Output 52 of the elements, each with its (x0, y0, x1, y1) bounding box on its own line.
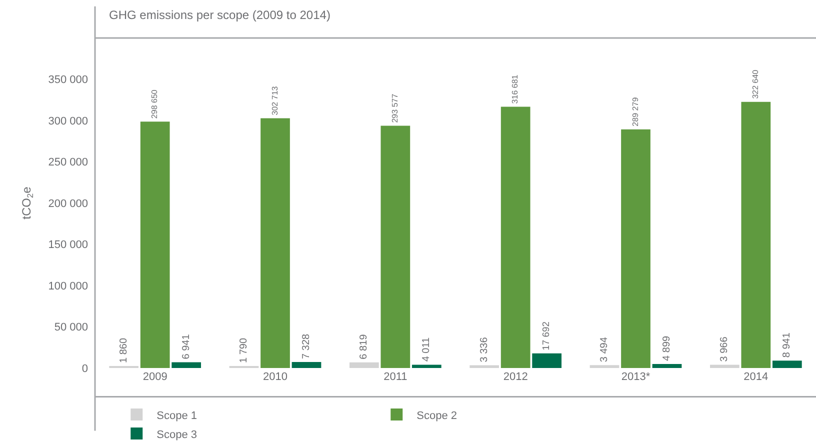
bar (140, 122, 170, 368)
bar (621, 129, 650, 368)
data-label: 4 899 (661, 335, 672, 361)
data-label: 3 966 (719, 336, 730, 362)
bar (710, 364, 740, 368)
data-label: 1 790 (238, 338, 250, 363)
data-label: 289 279 (630, 96, 640, 126)
bar (380, 126, 410, 368)
data-label: 7 328 (300, 333, 312, 359)
data-label: 293 577 (390, 93, 400, 123)
x-tick-label: 2011 (384, 371, 408, 383)
data-label: 17 692 (541, 321, 552, 350)
x-tick-label: 2012 (503, 371, 528, 383)
data-label: 6 819 (358, 334, 370, 360)
y-tick-label: 350 000 (48, 74, 88, 86)
data-label: 3 494 (599, 336, 610, 362)
bar (741, 102, 771, 368)
y-tick-label: 0 (82, 362, 88, 375)
y-tick-label: 200 000 (48, 198, 88, 210)
bar (652, 364, 682, 368)
data-label: 322 640 (750, 69, 760, 99)
y-tick-label: 300 000 (48, 115, 88, 128)
x-tick-label: 2010 (263, 371, 288, 383)
y-tick-label: 150 000 (48, 239, 88, 252)
bar (470, 365, 500, 368)
bar (532, 353, 562, 368)
bar (412, 364, 442, 368)
y-tick-label: 250 000 (48, 156, 88, 169)
x-tick-label: 2009 (142, 371, 168, 383)
data-label: 8 941 (782, 332, 793, 358)
bar (349, 362, 379, 368)
data-label: 316 681 (510, 74, 520, 104)
y-tick-label: 100 000 (48, 280, 88, 292)
x-tick-label: 2014 (744, 371, 768, 383)
legend-label: Scope 3 (156, 428, 198, 441)
data-label: 6 941 (180, 334, 192, 360)
bar (500, 106, 530, 368)
legend-label: Scope 2 (416, 410, 458, 422)
data-label: 1 860 (118, 338, 130, 363)
bar (260, 118, 290, 368)
y-tick-label: 50 000 (54, 322, 88, 334)
bar (590, 365, 620, 368)
legend-label: Scope 1 (156, 410, 198, 422)
bar (292, 362, 322, 368)
bar (172, 362, 202, 368)
data-label: 302 713 (270, 86, 280, 116)
bar (772, 360, 802, 368)
data-label: 3 336 (478, 336, 490, 362)
data-label: 298 650 (150, 89, 160, 119)
data-label: 4 011 (421, 336, 432, 362)
x-tick-label: 2013* (621, 371, 651, 383)
chart-title: GHG emissions per scope (2009 to 2014) (109, 8, 330, 22)
